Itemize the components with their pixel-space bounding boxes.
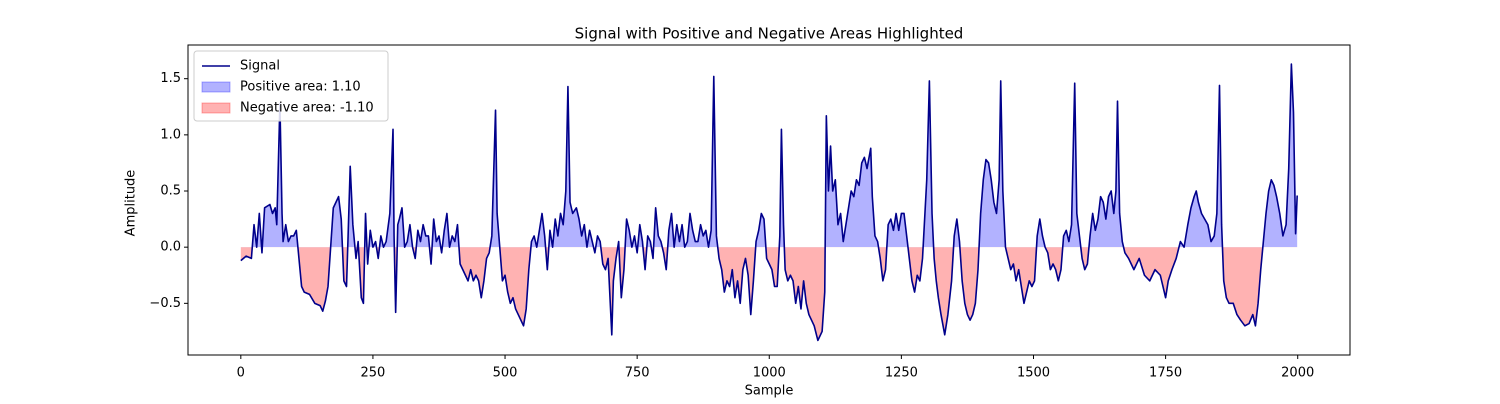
x-tick-label: 1000 [753,366,786,381]
x-tick-label: 750 [625,366,650,381]
y-axis-label: Amplitude [124,170,139,237]
x-tick-label: 1500 [1017,366,1050,381]
positive-area [252,64,1298,248]
plot-frame [187,44,1351,356]
y-tick-label: 1.5 [160,71,181,86]
x-tick-label: 2000 [1281,366,1314,381]
x-axis-label: Sample [745,384,794,399]
signal-line [240,63,1298,342]
y-tick-label: 0.5 [160,184,181,199]
legend-box [193,50,389,122]
x-tick-label: 1250 [885,366,918,381]
legend-label: Negative area: -1.10 [240,101,374,116]
y-tick-label: 1.0 [160,127,181,142]
chart-title: Signal with Positive and Negative Areas … [575,25,964,43]
x-tick-label: 500 [493,366,518,381]
legend-label: Signal [240,59,280,74]
y-tick-label: −0.5 [149,296,181,311]
legend-patch [201,81,231,93]
negative-area [240,247,1298,341]
x-tick-label: 1750 [1149,366,1182,381]
x-tick-label: 0 [237,366,245,381]
x-tick-label: 250 [361,366,386,381]
y-tick-label: 0.0 [160,240,181,255]
legend-patch [201,102,231,114]
legend-label: Positive area: 1.10 [240,80,361,95]
